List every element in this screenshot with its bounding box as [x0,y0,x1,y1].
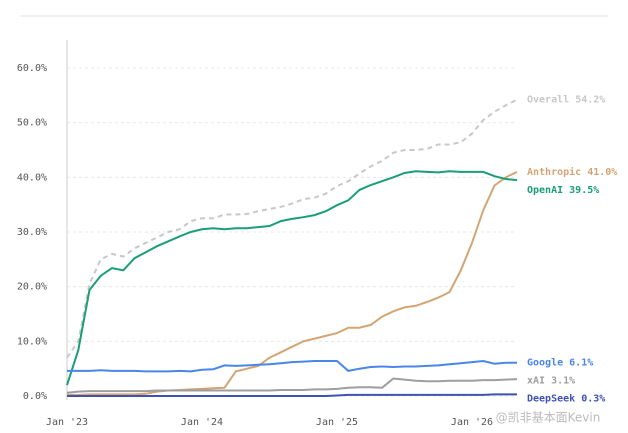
value-label: 39.5% [569,185,599,196]
end-label: Anthropic 41.0% [527,166,617,178]
value-label: 6.1% [569,358,593,369]
series-line [66,170,518,386]
series-line [67,393,517,397]
y-tick-label: 60.0% [17,63,47,74]
series-line [66,377,518,394]
y-tick-label: 30.0% [17,227,47,238]
value-label: 3.1% [551,376,575,387]
series-name: Google [527,358,563,369]
series-name: xAI [527,376,545,387]
series-line [67,170,518,396]
y-tick-label: 50.0% [17,118,47,129]
end-label: xAI 3.1% [527,376,575,387]
x-tick-label: Jan '23 [46,417,88,428]
series-name: DeepSeek [527,394,575,405]
value-label: 0.3% [581,394,605,405]
series-name: OpenAI [527,185,563,196]
y-tick-label: 20.0% [17,282,47,293]
watermark: @凯非基本面Kevin [496,411,601,425]
x-tick-label: Jan '25 [316,417,358,428]
series-line [67,359,517,373]
value-label: 41.0% [587,167,617,178]
y-tick-label: 40.0% [17,172,47,183]
x-tick-label: Jan '24 [181,417,223,428]
series-line [66,98,518,359]
y-tick-label: 0.0% [23,391,47,402]
end-label: OpenAI 39.5% [527,185,599,196]
series-name: Anthropic [527,166,581,178]
end-label: Google 6.1% [527,358,593,369]
value-label: 54.2% [575,95,605,106]
series-name: Overall [527,95,569,106]
end-label: Overall 54.2% [527,95,605,106]
x-tick-label: Jan '26 [451,417,493,428]
end-label: DeepSeek 0.3% [527,394,605,405]
y-tick-label: 10.0% [17,336,47,347]
